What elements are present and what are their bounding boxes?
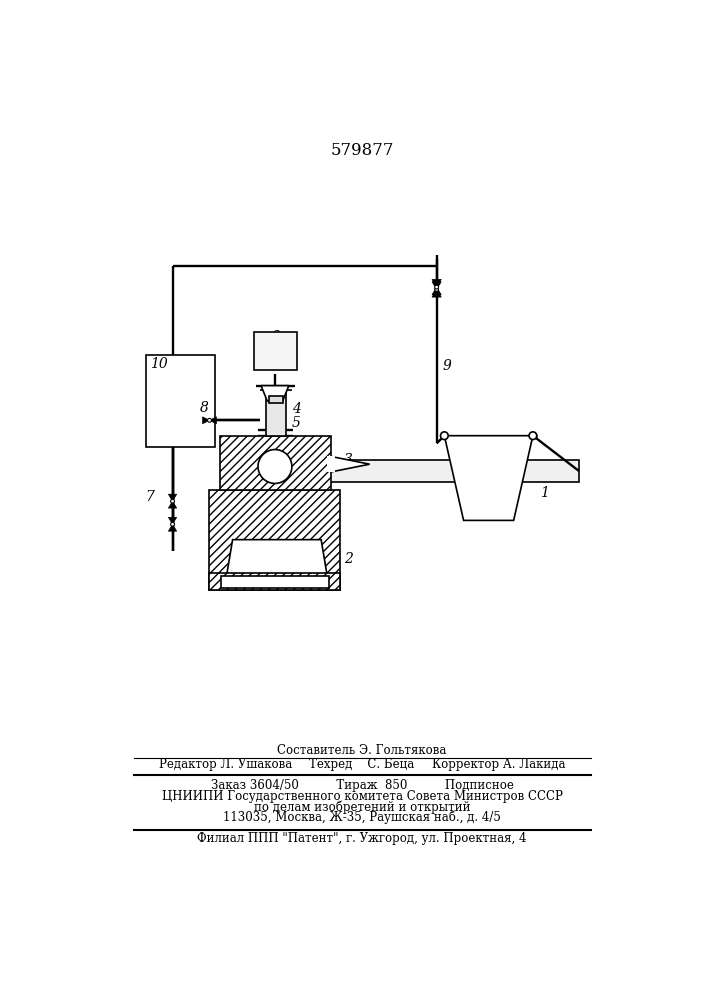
Polygon shape bbox=[331, 456, 370, 472]
Polygon shape bbox=[444, 436, 533, 520]
Circle shape bbox=[258, 450, 292, 483]
Circle shape bbox=[170, 499, 175, 503]
Polygon shape bbox=[225, 540, 329, 586]
Polygon shape bbox=[432, 282, 441, 289]
Polygon shape bbox=[432, 289, 441, 297]
Text: Составитель Э. Гольтякова: Составитель Э. Гольтякова bbox=[277, 744, 447, 757]
Circle shape bbox=[529, 432, 537, 440]
Text: 8: 8 bbox=[199, 401, 209, 415]
Text: Редактор Л. Ушакова: Редактор Л. Ушакова bbox=[160, 758, 293, 771]
Text: 10: 10 bbox=[150, 357, 168, 371]
Text: Заказ 3604/50          Тираж  850          Подписное: Заказ 3604/50 Тираж 850 Подписное bbox=[211, 779, 513, 792]
Polygon shape bbox=[432, 279, 441, 287]
Bar bbox=[327, 456, 335, 472]
Bar bbox=[266, 386, 286, 436]
Text: 5: 5 bbox=[292, 416, 300, 430]
Text: Техред    С. Беца: Техред С. Беца bbox=[310, 758, 414, 771]
Circle shape bbox=[170, 522, 175, 526]
Text: Филиал ППП "Патент", г. Ужгород, ул. Проектная, 4: Филиал ППП "Патент", г. Ужгород, ул. Про… bbox=[197, 832, 527, 845]
Bar bbox=[209, 573, 340, 590]
Bar bbox=[269, 396, 283, 403]
Circle shape bbox=[435, 287, 438, 291]
Bar bbox=[146, 355, 215, 447]
Text: Корректор А. Лакида: Корректор А. Лакида bbox=[432, 758, 565, 771]
Circle shape bbox=[435, 285, 438, 289]
Text: 3: 3 bbox=[344, 453, 353, 467]
Text: 1: 1 bbox=[540, 486, 549, 500]
Bar bbox=[254, 332, 296, 370]
Bar bbox=[219, 436, 331, 490]
Polygon shape bbox=[168, 494, 177, 501]
Polygon shape bbox=[261, 386, 288, 401]
Bar bbox=[209, 490, 340, 590]
Polygon shape bbox=[168, 524, 177, 531]
Bar bbox=[305, 460, 579, 482]
Polygon shape bbox=[432, 287, 441, 295]
Polygon shape bbox=[209, 417, 216, 424]
Bar bbox=[221, 576, 329, 588]
Text: 9: 9 bbox=[443, 359, 452, 373]
Text: ЦНИИПИ Государственного комитета Совета Министров СССР: ЦНИИПИ Государственного комитета Совета … bbox=[161, 790, 562, 803]
Polygon shape bbox=[203, 417, 209, 424]
Text: 4: 4 bbox=[292, 402, 300, 416]
Circle shape bbox=[440, 432, 448, 440]
Circle shape bbox=[208, 418, 211, 422]
Text: по делам изобретений и открытий: по делам изобретений и открытий bbox=[254, 800, 470, 814]
Text: 2: 2 bbox=[344, 552, 353, 566]
Text: 6: 6 bbox=[271, 330, 279, 344]
Text: 7: 7 bbox=[146, 490, 154, 504]
Text: 113035, Москва, Ж-35, Раушская наб., д. 4/5: 113035, Москва, Ж-35, Раушская наб., д. … bbox=[223, 811, 501, 824]
Text: 579877: 579877 bbox=[330, 142, 394, 159]
Polygon shape bbox=[168, 517, 177, 524]
Polygon shape bbox=[168, 501, 177, 508]
